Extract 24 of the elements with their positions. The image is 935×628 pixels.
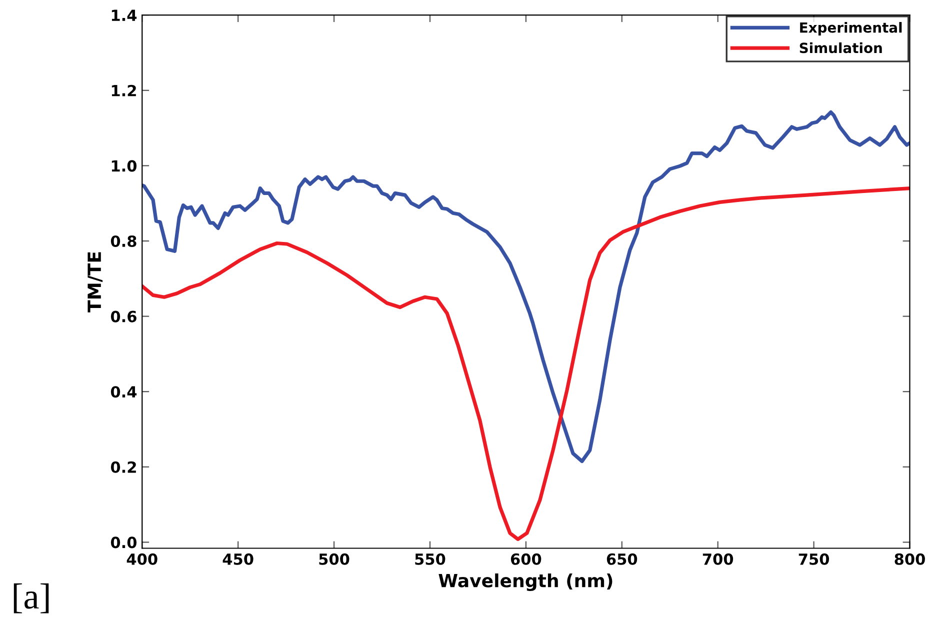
- x-tick-label: 550: [415, 553, 446, 565]
- x-tick-label: 650: [606, 553, 638, 565]
- x-tick-label: 450: [222, 553, 254, 565]
- x-axis-title: Wavelength (nm): [438, 573, 612, 592]
- y-tick-label: 0.6: [110, 310, 136, 322]
- x-tick-label: 800: [894, 553, 925, 565]
- line-series: [142, 186, 910, 542]
- y-tick-label: 1.2: [112, 84, 136, 96]
- text: [a]: [14, 583, 49, 614]
- y-tick-label: 1.0: [112, 160, 137, 172]
- x-tick-label: 400: [126, 553, 158, 565]
- line-series: [142, 110, 910, 464]
- x-tick-label: 700: [702, 553, 734, 565]
- y-axis-title: TM/TE: [88, 252, 103, 312]
- x-tick-label: 750: [798, 553, 830, 565]
- y-tick-label: 0.8: [110, 235, 136, 248]
- y-tick-label: 0.0: [110, 536, 137, 548]
- x-tick-label: 500: [319, 553, 350, 565]
- legend-label: Simulation: [800, 42, 882, 54]
- legend-label: Experimental: [800, 22, 902, 36]
- x-tick-label: 600: [510, 553, 542, 565]
- y-tick-label: 0.2: [110, 461, 136, 473]
- y-tick-label: 1.4: [112, 10, 137, 21]
- y-tick-label: 0.4: [110, 386, 137, 398]
